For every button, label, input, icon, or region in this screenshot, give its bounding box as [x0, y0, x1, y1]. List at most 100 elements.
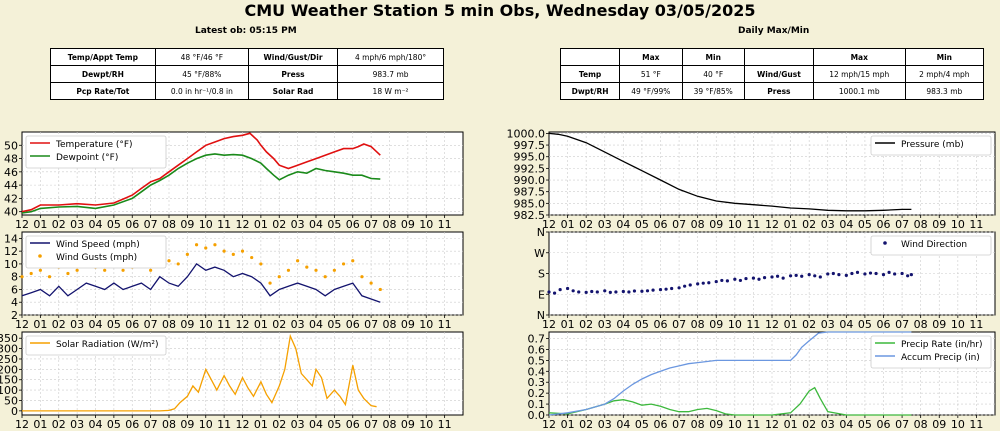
- solar-ytick-label: 0: [11, 405, 18, 418]
- wind-ytick-label: 6: [11, 283, 18, 296]
- wind-point: [305, 265, 309, 269]
- pressure-xtick-label: 05: [858, 218, 872, 231]
- solar-xtick-label: 10: [419, 418, 433, 431]
- solar-xtick-label: 06: [125, 418, 139, 431]
- pressure-ytick-label: 985.0: [514, 197, 546, 210]
- wind_direction-xtick-label: 06: [877, 318, 891, 331]
- temperature-xtick-label: 07: [144, 218, 158, 231]
- wind_direction-point: [788, 274, 793, 278]
- solar-xtick-label: 11: [438, 418, 452, 431]
- wind-point: [314, 268, 318, 272]
- wind-xtick-label: 05: [327, 318, 341, 331]
- wind-point: [149, 268, 153, 272]
- pressure-xtick-label: 04: [839, 218, 853, 231]
- wind_direction-point: [826, 272, 830, 276]
- temperature-xtick-label: 05: [107, 218, 121, 231]
- daily-maxmin-label: Daily Max/Min: [738, 26, 810, 36]
- wind_direction-point: [627, 290, 631, 294]
- wind_direction-point: [651, 288, 655, 292]
- temperature-xtick-label: 09: [180, 218, 194, 231]
- temperature-xtick-label: 02: [52, 218, 66, 231]
- wind_direction-point: [807, 273, 811, 277]
- label-solar-rad: Solar Rad: [247, 82, 339, 100]
- temperature-xtick-label: 01: [254, 218, 268, 231]
- temperature-xtick-label: 07: [364, 218, 378, 231]
- wind_direction-point: [906, 274, 910, 278]
- wind_direction-point: [800, 274, 804, 278]
- latest-ob-table: Temp/Appt Temp 48 °F/46 °F Wind/Gust/Dir…: [50, 48, 444, 100]
- temperature-xtick-label: 04: [89, 218, 103, 231]
- pressure-xtick-label: 11: [969, 218, 983, 231]
- solar-xtick-label: 08: [383, 418, 397, 431]
- wind-xtick-label: 11: [438, 318, 452, 331]
- wind_direction-point: [757, 277, 761, 281]
- temperature-xtick-label: 08: [162, 218, 176, 231]
- wind_direction-xtick-label: 09: [709, 318, 723, 331]
- precip-xtick-label: 03: [598, 418, 612, 431]
- pressure-ytick-label: 982.5: [514, 209, 546, 222]
- solar-xtick-label: 05: [107, 418, 121, 431]
- wind_direction-point: [603, 289, 607, 293]
- wind_direction-point: [733, 277, 737, 281]
- wind_direction-point: [608, 290, 612, 295]
- precip-xtick-label: 07: [895, 418, 909, 431]
- wind-xtick-label: 08: [162, 318, 176, 331]
- precip-series-line: [548, 386, 912, 416]
- wind-xtick-label: 12: [15, 318, 29, 331]
- precip-ytick-label: 0.0: [528, 409, 546, 422]
- precip-xtick-label: 06: [877, 418, 891, 431]
- latest-ob-label: Latest ob: 05:15 PM: [195, 26, 297, 36]
- wind-point: [75, 268, 79, 272]
- daily-maxmin-table: Max Min Max Min Temp 51 °F 40 °F Wind/Gu…: [559, 48, 985, 100]
- wind-point: [103, 268, 107, 272]
- solar-ytick-label: 350: [0, 332, 18, 345]
- temperature-ytick-label: 42: [4, 192, 18, 205]
- pressure-xtick-label: 12: [765, 218, 779, 231]
- wind_direction-point: [558, 288, 562, 292]
- wind_direction-xtick-label: 01: [784, 318, 798, 331]
- precip-xtick-label: 11: [746, 418, 760, 431]
- precip-xtick-label: 03: [821, 418, 835, 431]
- solar-xtick-label: 01: [254, 418, 268, 431]
- precip-series-line: [548, 331, 912, 416]
- wind-legend: [25, 235, 167, 269]
- precip-xtick-label: 06: [654, 418, 668, 431]
- wind_direction-xtick-label: 02: [802, 318, 816, 331]
- wind_direction-point: [696, 282, 700, 286]
- wind-xtick-label: 06: [125, 318, 139, 331]
- pressure-xtick-label: 10: [951, 218, 965, 231]
- solar-ytick-label: 150: [0, 374, 18, 387]
- temperature-xtick-label: 04: [309, 218, 323, 231]
- wind_direction-point: [645, 289, 650, 293]
- precip-xtick-label: 07: [672, 418, 686, 431]
- precip-xtick-label: 01: [784, 418, 798, 431]
- wind-xtick-label: 01: [254, 318, 268, 331]
- pressure-ytick-label: 995.0: [514, 151, 546, 164]
- pressure-xtick-label: 12: [542, 218, 556, 231]
- pressure-xtick-label: 11: [746, 218, 760, 231]
- precip-legend-label: Precip Rate (in/hr): [901, 340, 983, 350]
- wind_direction-point: [688, 283, 692, 287]
- precip-xtick-label: 09: [709, 418, 723, 431]
- wind_direction-point: [850, 271, 854, 276]
- wind_direction-point: [770, 275, 774, 279]
- daily-dwpt-min: 39 °F/85%: [681, 82, 745, 100]
- temperature-series-line: [21, 153, 381, 214]
- wind_direction-xtick-label: 05: [635, 318, 649, 331]
- solar-ytick-label: 300: [0, 343, 18, 356]
- temperature-xtick-label: 05: [327, 218, 341, 231]
- wind-point: [259, 262, 263, 266]
- wind-xtick-label: 09: [180, 318, 194, 331]
- wind_direction-point: [751, 276, 756, 280]
- pressure-series-line: [548, 132, 912, 212]
- temperature-xtick-label: 10: [199, 218, 213, 231]
- precip-xtick-label: 11: [969, 418, 983, 431]
- wind_direction-point: [701, 281, 705, 285]
- wind-xtick-label: 07: [364, 318, 378, 331]
- wind_direction-point: [794, 273, 798, 277]
- pressure-xtick-label: 10: [728, 218, 742, 231]
- temperature-xtick-label: 09: [401, 218, 415, 231]
- solar-xtick-label: 01: [33, 418, 47, 431]
- wind_direction-point: [863, 272, 867, 276]
- wind_direction-point: [707, 281, 711, 285]
